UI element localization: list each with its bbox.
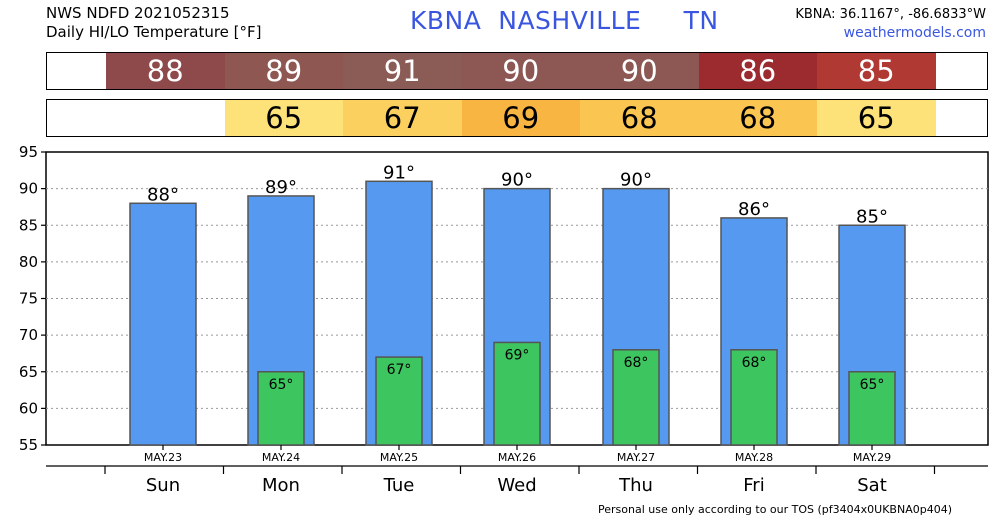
header-left: NWS NDFD 2021052315 Daily HI/LO Temperat… [46,4,262,42]
y-tick-label: 60 [19,399,38,417]
high-label: 90° [620,170,652,191]
footer-note: Personal use only according to our TOS (… [598,503,952,516]
low-bar [257,371,305,446]
y-tick-label: 55 [19,436,38,454]
high-temperature-strip: 88 89 91 90 90 86 85 [46,52,988,90]
date-label: MAY.28 [735,451,773,464]
y-tick-label: 90 [19,180,38,198]
site-link[interactable]: weathermodels.com [843,25,986,41]
day-label: Mon [262,475,300,496]
day-label: Tue [383,475,415,496]
product-title: Daily HI/LO Temperature [°F] [46,23,262,41]
date-label: MAY.26 [498,451,536,464]
low-label: 65° [269,377,294,393]
date-label: MAY.29 [853,451,891,464]
lo-temp-cell: 65 [817,100,936,136]
y-tick-label: 80 [19,253,38,271]
model-run-title: NWS NDFD 2021052315 [46,4,230,22]
high-label: 89° [265,177,297,198]
date-label: MAY.25 [380,451,418,464]
lo-temp-cell: 68 [698,100,817,136]
station-title: KBNA NASHVILLE TN [410,6,719,35]
day-label: Sun [146,475,180,496]
hi-temp-cell: 90 [461,53,580,89]
y-tick-label: 95 [19,143,38,161]
lo-temp-cell: 69 [461,100,580,136]
lo-temp-cell: 65 [224,100,343,136]
high-label: 86° [738,199,770,220]
low-label: 65° [860,377,885,393]
lo-temp-cell: 68 [580,100,699,136]
y-tick-label: 85 [19,216,38,234]
high-label: 85° [856,206,888,227]
low-bar [848,371,896,446]
high-label: 90° [501,170,533,191]
day-label: Thu [618,475,653,496]
hi-temp-cell: 90 [580,53,699,89]
hi-temp-cell: 88 [106,53,225,89]
lo-temp-cell: 67 [343,100,462,136]
y-tick-label: 75 [19,290,38,308]
day-label: Fri [743,475,764,496]
low-label: 68° [624,355,649,371]
low-bar [730,349,778,446]
high-label: 91° [383,162,415,183]
lo-temp-cell [106,100,225,136]
hi-temp-cell: 85 [817,53,936,89]
date-label: MAY.24 [262,451,300,464]
date-label: MAY.27 [617,451,655,464]
low-label: 67° [387,362,412,378]
day-label: Sat [857,475,887,496]
station-coordinates: KBNA: 36.1167°, -86.6833°W [795,7,986,22]
y-tick-label: 65 [19,363,38,381]
hi-temp-cell: 86 [698,53,817,89]
low-temperature-strip: 65 67 69 68 68 65 [46,99,988,137]
header-right: KBNA: 36.1167°, -86.6833°W weathermodels… [795,6,986,42]
hi-temp-cell: 89 [224,53,343,89]
date-label: MAY.23 [144,451,182,464]
low-bar [375,356,423,446]
y-tick-label: 70 [19,326,38,344]
low-label: 69° [505,347,530,363]
low-bar [612,349,660,446]
hi-temp-cell: 91 [343,53,462,89]
low-label: 68° [742,355,767,371]
high-bar [129,202,197,446]
day-label: Wed [497,475,536,496]
high-label: 88° [147,184,179,205]
